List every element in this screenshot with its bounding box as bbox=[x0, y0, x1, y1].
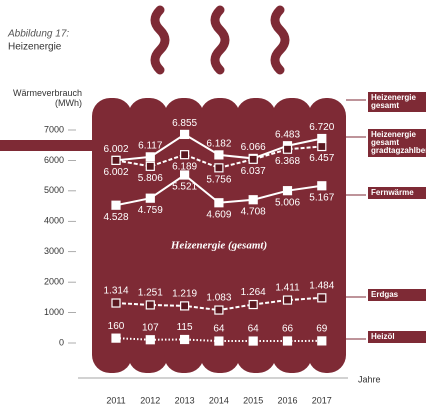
value-label: 1.411 bbox=[275, 283, 300, 294]
value-label: 4.759 bbox=[138, 205, 163, 216]
value-label: 5.167 bbox=[309, 192, 334, 203]
marker bbox=[249, 196, 257, 204]
legend-label: Erdgas bbox=[368, 289, 426, 301]
marker bbox=[249, 337, 257, 345]
value-label: 66 bbox=[282, 324, 294, 335]
marker bbox=[146, 162, 154, 170]
x-tick-label: 2012 bbox=[140, 395, 160, 405]
value-label: 6.368 bbox=[275, 156, 300, 167]
x-tick-label: 2014 bbox=[209, 395, 229, 405]
value-label: 1.484 bbox=[309, 280, 334, 291]
value-label: 6.117 bbox=[138, 141, 163, 152]
marker bbox=[181, 151, 189, 159]
y-tick-label: 2000 bbox=[44, 277, 64, 287]
marker bbox=[318, 143, 326, 151]
value-label: 115 bbox=[177, 322, 193, 333]
marker bbox=[215, 199, 223, 207]
y-tick-label: 4000 bbox=[44, 216, 64, 226]
x-tick-label: 2016 bbox=[277, 395, 297, 405]
y-tick-label: 0 bbox=[59, 337, 64, 347]
value-label: 6.457 bbox=[309, 153, 334, 164]
legend-label: Fernwärme bbox=[368, 187, 426, 199]
marker bbox=[215, 164, 223, 172]
marker bbox=[215, 151, 223, 159]
value-label: 4.528 bbox=[103, 212, 128, 223]
marker bbox=[249, 301, 257, 309]
value-label: 1.219 bbox=[172, 289, 197, 300]
marker bbox=[112, 334, 120, 342]
value-label: 69 bbox=[316, 324, 328, 335]
y-tick-label: 7000 bbox=[44, 124, 64, 134]
legend-label: Heizöl bbox=[368, 331, 426, 343]
value-label: 6.182 bbox=[206, 139, 231, 150]
value-label: 1.251 bbox=[138, 288, 163, 299]
value-label: 4.609 bbox=[206, 209, 231, 220]
value-label: 6.855 bbox=[172, 118, 197, 129]
value-label: 6.037 bbox=[241, 166, 266, 177]
marker bbox=[215, 337, 223, 345]
marker bbox=[284, 337, 292, 345]
value-label: 5.006 bbox=[275, 197, 300, 208]
value-label: 6.720 bbox=[309, 122, 334, 133]
marker bbox=[112, 156, 120, 164]
x-tick-label: 2015 bbox=[243, 395, 263, 405]
subtitle: Heizenergie bbox=[8, 42, 62, 53]
value-label: 6.002 bbox=[103, 167, 128, 178]
marker bbox=[181, 130, 189, 138]
marker bbox=[181, 302, 189, 310]
y-label: Wärmeverbrauch (MWh) bbox=[0, 88, 82, 108]
marker bbox=[284, 145, 292, 153]
legend-label: Heizenergie gesamt bbox=[368, 92, 426, 112]
marker bbox=[318, 294, 326, 302]
value-label: 64 bbox=[213, 324, 225, 335]
value-label: 1.314 bbox=[103, 286, 128, 297]
legend-label: Heizenergie gesamt gradtagzahlbereinigt bbox=[368, 129, 426, 157]
marker bbox=[318, 337, 326, 345]
y-tick-label: 6000 bbox=[44, 155, 64, 165]
marker bbox=[318, 135, 326, 143]
value-label: 6.066 bbox=[241, 142, 266, 153]
marker bbox=[146, 153, 154, 161]
x-tick-label: 2011 bbox=[106, 395, 125, 405]
chart: Abbildung 17: Heizenergie Wärmeverbrauch… bbox=[0, 0, 426, 406]
value-label: 1.264 bbox=[241, 287, 266, 298]
x-tick-label: 2013 bbox=[175, 395, 195, 405]
y-tick-label: 1000 bbox=[44, 307, 64, 317]
value-label: 6.483 bbox=[275, 129, 300, 140]
marker bbox=[215, 306, 223, 314]
page: Abbildung 17: Heizenergie Wärmeverbrauch… bbox=[0, 0, 426, 406]
value-label: 5.521 bbox=[172, 182, 197, 193]
y-tick-label: 5000 bbox=[44, 185, 64, 195]
marker bbox=[284, 296, 292, 304]
marker bbox=[146, 336, 154, 344]
value-label: 5.806 bbox=[138, 173, 163, 184]
marker bbox=[181, 171, 189, 179]
value-label: 6.002 bbox=[103, 144, 128, 155]
marker bbox=[146, 194, 154, 202]
value-label: 160 bbox=[108, 321, 125, 332]
y-label-box: Wärmeverbrauch (MWh) bbox=[0, 88, 90, 118]
marker bbox=[146, 301, 154, 309]
x-tick-label: 2017 bbox=[312, 395, 332, 405]
marker bbox=[112, 201, 120, 209]
marker bbox=[284, 187, 292, 195]
y-tick-label: 3000 bbox=[44, 246, 64, 256]
marker bbox=[112, 299, 120, 307]
value-label: 107 bbox=[142, 322, 159, 333]
annotation: Heizenergie (gesamt) bbox=[170, 240, 267, 252]
value-label: 4.708 bbox=[241, 206, 266, 217]
marker bbox=[181, 336, 189, 344]
title: Abbildung 17: bbox=[7, 29, 69, 40]
marker bbox=[249, 155, 257, 163]
marker bbox=[318, 182, 326, 190]
x-label: Jahre bbox=[358, 374, 381, 384]
value-label: 5.756 bbox=[206, 174, 231, 185]
value-label: 64 bbox=[248, 324, 260, 335]
value-label: 1.083 bbox=[206, 293, 231, 304]
steam bbox=[155, 10, 285, 70]
